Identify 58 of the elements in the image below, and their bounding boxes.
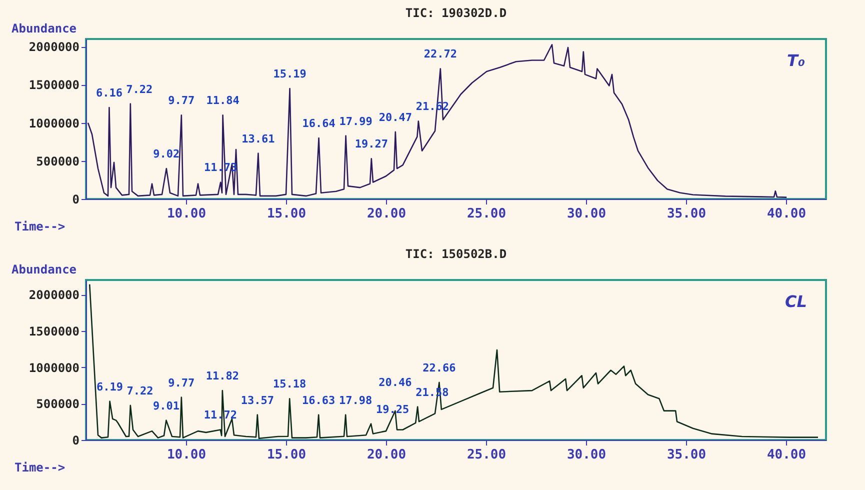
y-tick-label: 2000000 bbox=[28, 288, 80, 302]
x-tick-label: 30.00 bbox=[566, 448, 606, 462]
y-tick-label: 500000 bbox=[36, 397, 80, 412]
y-tick-label: 1000000 bbox=[28, 360, 80, 375]
x-tick-label: 20.00 bbox=[366, 448, 406, 462]
x-axis-title: Time--> bbox=[14, 220, 66, 234]
annotation: 19.27 bbox=[354, 138, 388, 151]
annotation: 20.46 bbox=[378, 376, 412, 389]
y-tick-label: 0 bbox=[72, 434, 80, 448]
annotation: 20.47 bbox=[378, 110, 412, 124]
annotation: 19.25 bbox=[376, 402, 410, 416]
annotation: T₀ bbox=[787, 51, 805, 70]
x-tick-label: 10.00 bbox=[166, 206, 206, 222]
x-tick-label: 25.00 bbox=[466, 448, 506, 462]
chart-title: TIC: 150502B.D bbox=[405, 247, 507, 261]
x-tick-label: 40.00 bbox=[766, 448, 806, 462]
annotation: 7.22 bbox=[126, 82, 153, 96]
line-series bbox=[87, 44, 788, 198]
annotation: 9.77 bbox=[168, 376, 195, 390]
annotation: 22.72 bbox=[424, 48, 457, 61]
x-tick-label: 25.00 bbox=[466, 206, 506, 222]
annotation: 9.01 bbox=[152, 399, 180, 412]
y-axis-title: Abundance bbox=[12, 22, 77, 36]
x-tick-label: 30.00 bbox=[566, 206, 606, 222]
chart-title: TIC: 190302D.D bbox=[405, 6, 507, 20]
annotation: 11.82 bbox=[206, 370, 239, 383]
annotation: 11.84 bbox=[206, 94, 240, 108]
y-tick-label: 2000000 bbox=[28, 40, 80, 54]
y-tick-label: 1500000 bbox=[28, 78, 80, 92]
annotation: 16.64 bbox=[302, 117, 336, 130]
y-axis-title: Abundance bbox=[12, 262, 77, 276]
annotation: 7.22 bbox=[126, 384, 154, 398]
annotation: 17.99 bbox=[339, 114, 372, 128]
annotation: 22.66 bbox=[422, 361, 456, 374]
y-tick-label: 1000000 bbox=[28, 116, 80, 130]
annotation: 15.19 bbox=[273, 68, 306, 81]
annotation: 6.19 bbox=[96, 380, 124, 394]
annotation: CL bbox=[785, 292, 807, 311]
annotation: 15.18 bbox=[273, 378, 306, 391]
x-tick-label: 20.00 bbox=[366, 206, 406, 222]
annotation: 13.57 bbox=[240, 394, 274, 407]
x-tick-label: 40.00 bbox=[766, 206, 806, 222]
y-tick-label: 1500000 bbox=[28, 324, 80, 338]
x-tick-label: 35.00 bbox=[666, 448, 706, 462]
annotation: 6.16 bbox=[96, 86, 123, 100]
y-tick-label: 0 bbox=[72, 192, 80, 206]
x-tick-label: 15.00 bbox=[266, 206, 306, 222]
x-tick-label: 35.00 bbox=[666, 206, 706, 222]
x-tick-label: 15.00 bbox=[266, 448, 306, 462]
y-tick-label: 500000 bbox=[36, 154, 80, 168]
annotation: 16.63 bbox=[302, 394, 336, 407]
annotation: 9.02 bbox=[153, 148, 180, 161]
annotation: 9.77 bbox=[168, 94, 195, 108]
annotation: 13.61 bbox=[242, 132, 276, 146]
line-series bbox=[88, 284, 819, 440]
x-tick-label: 10.00 bbox=[166, 448, 206, 462]
annotation: 17.98 bbox=[339, 394, 372, 407]
x-axis-title: Time--> bbox=[14, 460, 66, 474]
